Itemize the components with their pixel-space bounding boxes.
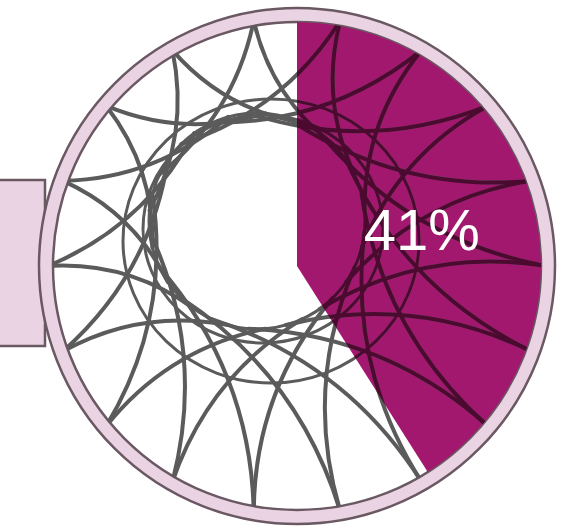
net-dark-strand	[361, 231, 421, 481]
net-strand	[63, 320, 228, 351]
net-strand	[212, 50, 421, 122]
net-dark-strand	[173, 319, 302, 481]
net-dark-strand	[63, 181, 168, 282]
net-ring	[143, 115, 383, 343]
chart-container: 41%	[0, 0, 569, 528]
net-dark-strand	[106, 106, 152, 248]
net-dark-strand	[48, 266, 194, 309]
data-label: 41%	[364, 197, 480, 262]
net-dark-strand	[63, 320, 228, 351]
net-dark-strand	[286, 117, 531, 183]
net-strand	[106, 106, 152, 248]
net-strand	[212, 319, 421, 481]
net-strand	[106, 329, 265, 426]
net-dark-strand	[160, 21, 254, 175]
net-dark-strand	[346, 181, 531, 282]
chart-svg: 41%	[0, 0, 569, 528]
hoop-rim	[46, 15, 548, 517]
net-dark-strand	[254, 21, 333, 144]
net-dark-strand	[106, 106, 265, 124]
net-strand	[173, 319, 302, 481]
net-dark-strand	[212, 50, 421, 122]
net-dark-strand	[181, 298, 340, 511]
net-dark-strand	[63, 160, 168, 351]
net-dark-strand	[106, 329, 265, 426]
rim-outline-outer	[39, 8, 555, 524]
net-dark-strand	[48, 133, 194, 266]
net-dark-strand	[150, 231, 185, 481]
net-over-slice	[48, 21, 546, 511]
net-dark-strand	[254, 298, 333, 511]
net-dark-ring	[149, 113, 365, 329]
net-dark-strand	[106, 194, 156, 426]
net-dark-strand	[212, 319, 421, 481]
net-dark-ring	[143, 115, 383, 343]
rim-outline-inner	[53, 22, 541, 510]
net-dark-strand	[150, 50, 178, 210]
net-dark-strand	[173, 50, 302, 122]
net-dark-strand	[160, 268, 254, 512]
data-labels: 41%	[364, 197, 480, 262]
plot-area	[48, 21, 546, 511]
net-dark-strand	[63, 117, 228, 181]
net-dark-strand	[249, 106, 488, 131]
